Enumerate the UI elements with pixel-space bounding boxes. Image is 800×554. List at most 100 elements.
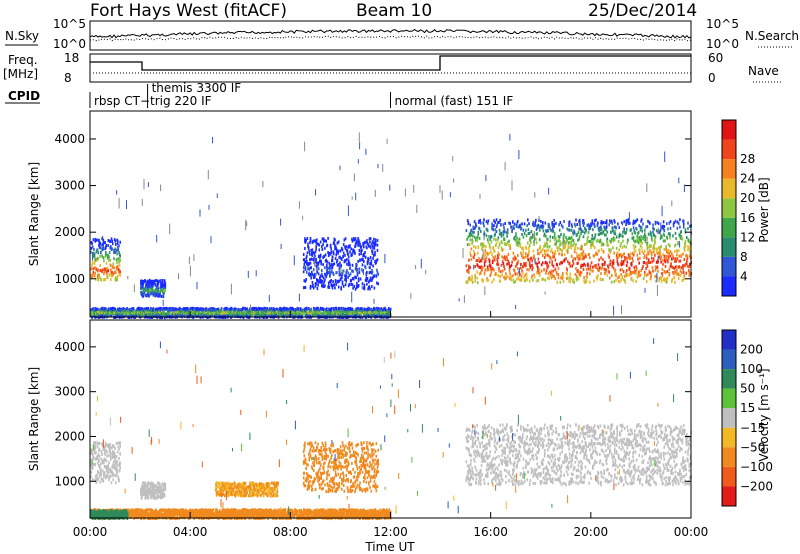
power-cell: [195, 310, 197, 314]
power-cell: [546, 262, 548, 266]
freq-unit: [MHz]: [3, 67, 38, 81]
power-cell: [553, 232, 556, 236]
power-cell: [138, 313, 140, 317]
power-cell: [376, 248, 379, 252]
power-cell: [663, 229, 666, 233]
power-cell: [322, 307, 325, 311]
power-cell: [649, 271, 652, 275]
power-cell: [217, 307, 220, 311]
power-cell: [318, 311, 321, 314]
cpid-segment-label: normal (fast) 151 IF: [395, 94, 514, 108]
power-cell: [485, 256, 488, 260]
power-cell: [304, 247, 306, 250]
power-cell: [547, 253, 549, 257]
power-cell: [312, 251, 314, 255]
power-cell: [155, 283, 157, 287]
power-cell: [141, 291, 143, 295]
power-cell: [91, 242, 93, 246]
power-cell: [585, 255, 587, 259]
power-cell: [552, 229, 555, 233]
power-cell: [620, 255, 623, 259]
power-cell: [644, 270, 646, 274]
power-cell: [315, 241, 317, 245]
power-cell: [604, 260, 606, 264]
power-noise: [449, 192, 451, 198]
power-cell: [527, 252, 530, 256]
power-cell: [632, 236, 635, 240]
power-cell: [379, 309, 381, 313]
power-noise: [656, 285, 658, 296]
power-cell: [674, 259, 676, 263]
power-cell: [319, 274, 322, 278]
power-cell: [551, 260, 553, 264]
power-cell: [351, 252, 353, 256]
power-cell: [140, 286, 142, 290]
power-cell: [518, 237, 521, 241]
power-cell: [242, 316, 245, 320]
power-cell: [350, 247, 352, 251]
power-cell: [523, 262, 525, 266]
power-cell: [632, 253, 635, 257]
power-cell: [328, 261, 331, 265]
power-cell: [359, 307, 362, 311]
power-cell: [506, 275, 509, 279]
power-cell: [135, 309, 137, 313]
power-cell: [465, 280, 468, 284]
power-cell: [167, 307, 169, 311]
power-cell: [523, 275, 525, 279]
power-cell: [525, 234, 528, 238]
power-cell: [668, 273, 671, 277]
power-cell: [605, 227, 607, 231]
power-heatmap-cells: [90, 132, 692, 320]
power-cell: [372, 264, 374, 268]
power-cell: [528, 246, 530, 250]
power-cell: [687, 239, 690, 243]
power-cell: [657, 269, 659, 273]
power-cell: [479, 265, 481, 269]
power-cell: [524, 273, 527, 277]
power-cell: [585, 267, 588, 271]
power-cell: [538, 273, 541, 277]
power-cell: [510, 274, 512, 278]
power-cell: [337, 251, 339, 255]
power-cell: [372, 246, 374, 250]
power-cell: [330, 247, 332, 251]
power-cell: [570, 236, 573, 240]
power-cell: [481, 256, 483, 260]
power-cell: [344, 253, 346, 257]
power-cell: [653, 233, 655, 237]
power-noise: [458, 298, 460, 302]
date-label: 25/Dec/2014: [588, 1, 697, 21]
power-cell: [686, 254, 689, 258]
power-cell: [113, 251, 115, 255]
power-cell: [384, 308, 387, 312]
power-cell: [369, 278, 371, 282]
power-cell: [510, 276, 513, 280]
power-cell: [469, 232, 471, 236]
power-cell: [326, 263, 328, 267]
power-noise: [646, 183, 648, 192]
power-cell: [601, 265, 604, 269]
power-cell: [320, 280, 322, 284]
power-noise: [246, 221, 248, 227]
power-cell: [622, 270, 625, 274]
power-cell: [553, 218, 555, 222]
power-noise: [315, 267, 317, 276]
power-cell: [156, 291, 158, 295]
power-cell: [155, 288, 157, 291]
power-cell: [554, 250, 557, 253]
power-cell: [561, 261, 563, 265]
power-cell: [641, 241, 644, 245]
power-cell: [676, 257, 679, 261]
power-cell: [369, 314, 371, 318]
power-cell: [344, 247, 347, 251]
power-cell: [235, 307, 237, 311]
power-cell: [329, 271, 332, 275]
power-noise: [482, 249, 484, 261]
power-cell: [558, 228, 561, 232]
power-cell: [531, 274, 533, 278]
power-cell: [329, 274, 331, 278]
power-cell: [572, 244, 574, 248]
power-cell: [635, 227, 638, 231]
power-cell: [306, 306, 308, 310]
